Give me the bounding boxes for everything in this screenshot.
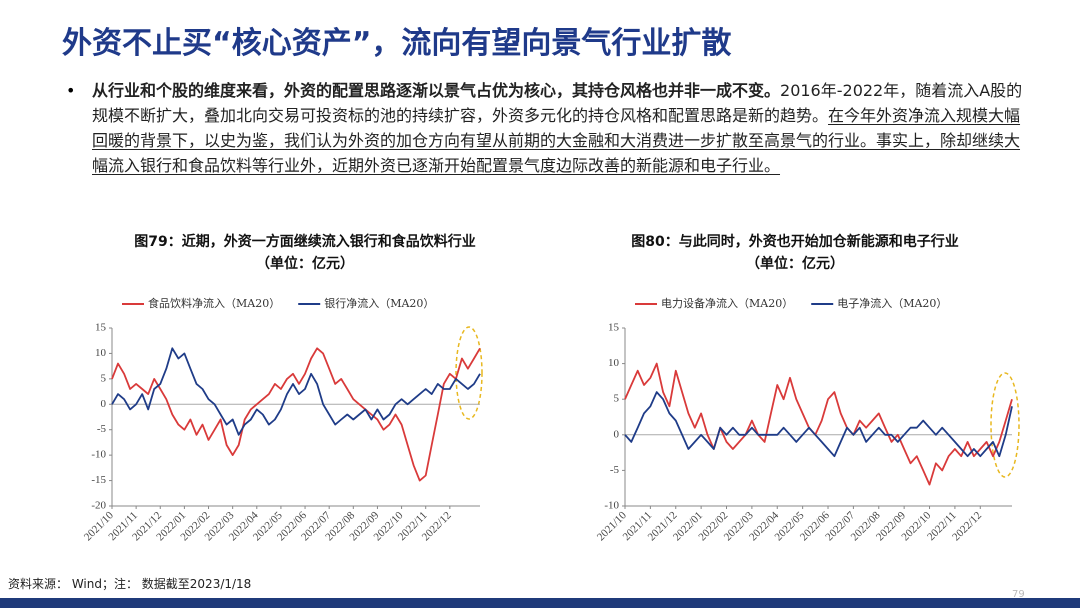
y-tick-label: 15 bbox=[95, 322, 107, 334]
bullet-bold: 从行业和个股的维度来看，外资的配置思路逐渐以景气占优为核心，其持仓风格也并非一成… bbox=[92, 81, 781, 100]
y-tick-label: -15 bbox=[91, 474, 106, 486]
highlight-ellipse bbox=[990, 372, 1020, 478]
series-line bbox=[624, 391, 1013, 458]
footer-bar bbox=[0, 598, 1080, 608]
chart: 图80：与此同时，外资也开始加仓新能源和电子行业 （单位：亿元） -10 -5 0 5 10… bbox=[595, 233, 1020, 543]
bullet-text: 从行业和个股的维度来看，外资的配置思路逐渐以景气占优为核心，其持仓风格也并非一成… bbox=[92, 78, 1027, 178]
y-tick-label: 10 bbox=[95, 347, 107, 359]
chart-subtitle: （单位：亿元） bbox=[256, 255, 354, 272]
chart-title: 图79：近期，外资一方面继续流入银行和食品饮料行业 bbox=[134, 233, 475, 250]
bullet-normal: 2016年-2022年，随着流入A股的规模不断扩大，叠加北向交易可投资标的池的持… bbox=[92, 81, 1023, 125]
y-tick-label: -5 bbox=[610, 464, 620, 476]
y-tick-label: -20 bbox=[91, 500, 106, 512]
chart: 图79：近期，外资一方面继续流入银行和食品饮料行业 （单位：亿元） -20 -15 -1… bbox=[82, 233, 483, 543]
slide-title: 外资不止买“核心资产”，流向有望向景气行业扩散 bbox=[62, 26, 732, 61]
y-tick-label: 5 bbox=[614, 393, 620, 405]
y-tick-label: 15 bbox=[608, 322, 620, 334]
bullet-dot: • bbox=[66, 81, 76, 100]
y-tick-label: 5 bbox=[101, 372, 107, 384]
bullet-underline: 在今年外资净流入规模大幅回暖的背景下，以史为鉴，我们认为外资的加仓方向有望从前期… bbox=[92, 106, 1021, 175]
legend-label: 银行净流入（MA20） bbox=[324, 296, 434, 310]
y-tick-label: -10 bbox=[604, 500, 619, 512]
legend-label: 电子净流入（MA20） bbox=[837, 296, 947, 310]
series-line bbox=[624, 362, 1013, 486]
series-line bbox=[111, 347, 481, 482]
y-tick-label: -5 bbox=[97, 423, 107, 435]
y-tick-label: 10 bbox=[608, 357, 620, 369]
legend-label: 食品饮料净流入（MA20） bbox=[148, 296, 280, 310]
highlight-ellipse bbox=[455, 326, 483, 420]
chart-subtitle: （单位：亿元） bbox=[746, 255, 844, 272]
source-note: 资料来源： Wind；注： 数据截至2023/1/18 bbox=[8, 577, 252, 591]
chart-title: 图80：与此同时，外资也开始加仓新能源和电子行业 bbox=[631, 233, 958, 250]
y-tick-label: 0 bbox=[614, 428, 620, 440]
y-tick-label: -10 bbox=[91, 449, 106, 461]
series-line bbox=[111, 347, 481, 436]
legend-label: 电力设备净流入（MA20） bbox=[661, 296, 793, 310]
y-tick-label: 0 bbox=[101, 398, 107, 410]
page-number: 79 bbox=[1012, 589, 1025, 600]
